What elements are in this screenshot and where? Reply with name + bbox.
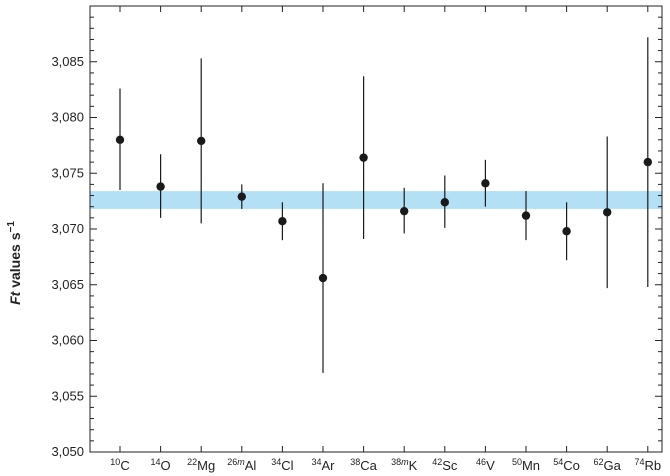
- y-tick-label: 3,085: [51, 54, 84, 69]
- x-tick-label: 54Co: [553, 457, 580, 473]
- data-point: [400, 206, 409, 216]
- x-tick-label: 62Ga: [594, 457, 622, 473]
- x-tick-label: 38mK: [391, 457, 418, 473]
- y-tick-label: 3,065: [51, 277, 84, 292]
- data-point: [278, 216, 287, 226]
- x-tick-label: 14O: [151, 457, 171, 473]
- y-tick-label: 3,050: [51, 444, 84, 459]
- x-tick-label: 42Sc: [432, 457, 458, 473]
- data-point: [115, 135, 125, 144]
- y-tick-label: 3,075: [51, 165, 84, 180]
- data-point: [197, 136, 206, 146]
- y-tick-label: 3,080: [51, 110, 84, 125]
- y-axis-label: Ft values s−1: [6, 221, 23, 305]
- data-point: [237, 192, 246, 201]
- y-axis-label-superscript: −1: [6, 221, 17, 233]
- y-axis-label-text: values s: [7, 232, 23, 291]
- plot-area: 3,050 3,055 3,060 3,065 3,070 3,075 3,080 3,085…: [51, 5, 663, 473]
- data-point: [440, 198, 449, 207]
- x-tick-label: 46V: [476, 457, 495, 473]
- data-point: [603, 208, 612, 217]
- x-tick-label: 34Cl: [271, 457, 293, 473]
- reference-band: [90, 191, 662, 209]
- data-point: [521, 211, 531, 220]
- y-tick-label: 3,055: [51, 388, 84, 403]
- x-tick-label: 50Mn: [512, 457, 540, 473]
- x-tick-label: 74Rb: [634, 457, 661, 473]
- x-tick-label: 34Ar: [311, 457, 335, 473]
- y-tick-label: 3,060: [51, 333, 84, 348]
- x-tick-label: 26mAl: [227, 457, 256, 473]
- x-tick-label: 22Mg: [187, 457, 215, 473]
- y-tick-label: 3,070: [51, 221, 84, 236]
- data-point: [481, 179, 490, 188]
- data-point: [156, 182, 165, 191]
- data-point: [318, 273, 328, 283]
- data-point: [359, 153, 368, 162]
- x-tick-label: 38Ca: [350, 457, 377, 473]
- y-axis-label-italic: Ft: [7, 290, 23, 305]
- x-tick-label: 10C: [110, 457, 129, 473]
- data-point: [562, 227, 571, 236]
- data-point: [643, 157, 652, 167]
